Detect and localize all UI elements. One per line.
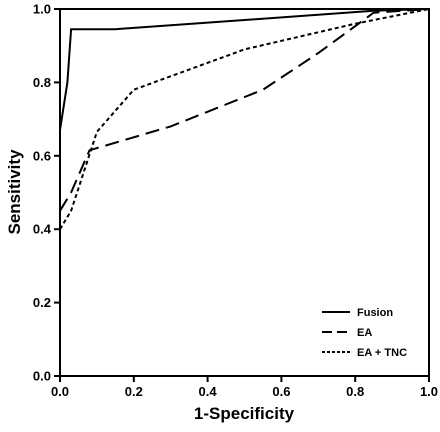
series-layer (59, 8, 430, 230)
series-line-2 (59, 8, 430, 212)
legend: Fusion EA EA + TNC (322, 307, 407, 359)
x-tick-label: 0.0 (51, 384, 69, 399)
series-line-1 (59, 8, 430, 131)
y-axis-title: Sensitivity (5, 149, 24, 235)
plot-frame (59, 8, 430, 377)
x-axis-title: 1-Specificity (194, 404, 295, 423)
legend-label-2: EA (357, 327, 372, 339)
x-tick-label: 0.4 (199, 384, 218, 399)
x-tick-label: 0.2 (125, 384, 143, 399)
y-tick-label: 0.4 (33, 222, 52, 237)
legend-label-3: EA + TNC (357, 347, 407, 359)
x-tick-label: 1.0 (420, 384, 438, 399)
x-tick-label: 0.6 (272, 384, 290, 399)
y-tick-label: 0.6 (33, 148, 51, 163)
legend-label-1: Fusion (357, 307, 393, 319)
y-tick-label: 0.0 (33, 369, 51, 384)
ticks-layer: 0.0 0.2 0.4 0.6 0.8 1.0 0.0 0.2 0.4 0.6 0.8 1.0 (33, 2, 438, 400)
y-tick-label: 0.2 (33, 295, 51, 310)
y-tick-label: 0.8 (33, 75, 51, 90)
y-tick-label: 1.0 (33, 2, 51, 17)
x-tick-label: 0.8 (346, 384, 364, 399)
series-line-3 (59, 8, 430, 230)
